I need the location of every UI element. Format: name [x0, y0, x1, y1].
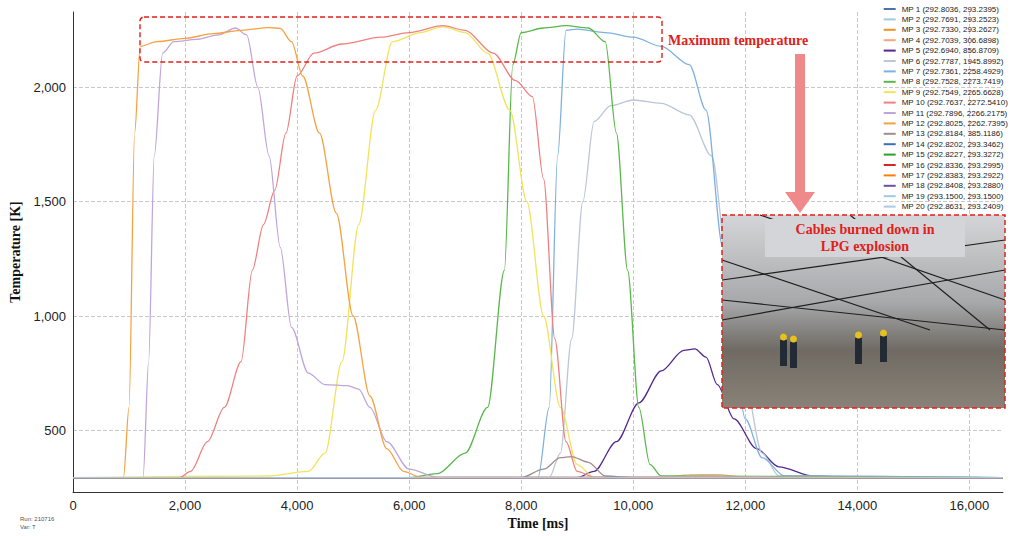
svg-text:MP 1 (292.8036, 293.2395): MP 1 (292.8036, 293.2395): [902, 5, 1000, 14]
svg-text:8,000: 8,000: [505, 498, 538, 513]
svg-text:1,500: 1,500: [33, 194, 66, 209]
svg-text:MP 14 (292.8202, 293.3462): MP 14 (292.8202, 293.3462): [902, 140, 1004, 149]
svg-text:MP 6 (292.7787, 1945.8992): MP 6 (292.7787, 1945.8992): [902, 57, 1004, 66]
svg-text:Run: 210716: Run: 210716: [20, 516, 55, 522]
svg-text:LPG explosion: LPG explosion: [821, 239, 910, 254]
svg-text:MP 10 (292.7637, 2272.5410): MP 10 (292.7637, 2272.5410): [902, 98, 1008, 107]
svg-text:Maximum temperature: Maximum temperature: [668, 33, 808, 48]
svg-text:16,000: 16,000: [950, 498, 990, 513]
svg-text:MP 11 (292.7896, 2266.2175): MP 11 (292.7896, 2266.2175): [902, 109, 1008, 118]
svg-text:500: 500: [44, 423, 66, 438]
svg-text:MP 15 (292.8227, 293.3272): MP 15 (292.8227, 293.3272): [902, 150, 1004, 159]
svg-text:MP 19 (293.1500, 293.1500): MP 19 (293.1500, 293.1500): [902, 192, 1004, 201]
svg-text:MP 13 (292.8184, 385.1186): MP 13 (292.8184, 385.1186): [902, 129, 1003, 138]
svg-text:MP 5 (292.6940, 856.8709): MP 5 (292.6940, 856.8709): [902, 46, 1000, 55]
svg-text:Temperature [K]: Temperature [K]: [8, 201, 23, 302]
svg-text:MP 17 (292.8383, 293.2922): MP 17 (292.8383, 293.2922): [902, 171, 1004, 180]
svg-text:Cables burned down in: Cables burned down in: [796, 222, 935, 237]
svg-text:MP 9 (292.7549, 2265.6628): MP 9 (292.7549, 2265.6628): [902, 88, 1004, 97]
svg-text:MP 12 (292.8025, 2262.7395): MP 12 (292.8025, 2262.7395): [902, 119, 1008, 128]
svg-text:Var: T: Var: T: [20, 524, 36, 530]
svg-text:MP 8 (292.7528, 2273.7419): MP 8 (292.7528, 2273.7419): [902, 77, 1004, 86]
svg-text:Time [ms]: Time [ms]: [508, 516, 569, 531]
svg-text:MP 20 (292.8631, 293.2409): MP 20 (292.8631, 293.2409): [902, 202, 1004, 211]
svg-text:MP 16 (292.8336, 293.2995): MP 16 (292.8336, 293.2995): [902, 161, 1004, 170]
svg-text:MP 3 (292.7330, 293.2627): MP 3 (292.7330, 293.2627): [902, 25, 1000, 34]
svg-text:0: 0: [69, 498, 76, 513]
svg-text:12,000: 12,000: [725, 498, 765, 513]
svg-text:10,000: 10,000: [613, 498, 653, 513]
svg-text:1,000: 1,000: [33, 309, 66, 324]
svg-text:2,000: 2,000: [169, 498, 202, 513]
svg-text:14,000: 14,000: [837, 498, 877, 513]
svg-text:MP 2 (292.7691, 293.2523): MP 2 (292.7691, 293.2523): [902, 15, 1000, 24]
svg-text:6,000: 6,000: [393, 498, 426, 513]
svg-text:MP 7 (292.7361, 2258.4929): MP 7 (292.7361, 2258.4929): [902, 67, 1004, 76]
svg-text:MP 18 (292.8408, 293.2880): MP 18 (292.8408, 293.2880): [902, 181, 1004, 190]
svg-text:2,000: 2,000: [33, 80, 66, 95]
svg-text:4,000: 4,000: [281, 498, 314, 513]
svg-text:MP 4 (292.7039, 306.6898): MP 4 (292.7039, 306.6898): [902, 36, 1000, 45]
